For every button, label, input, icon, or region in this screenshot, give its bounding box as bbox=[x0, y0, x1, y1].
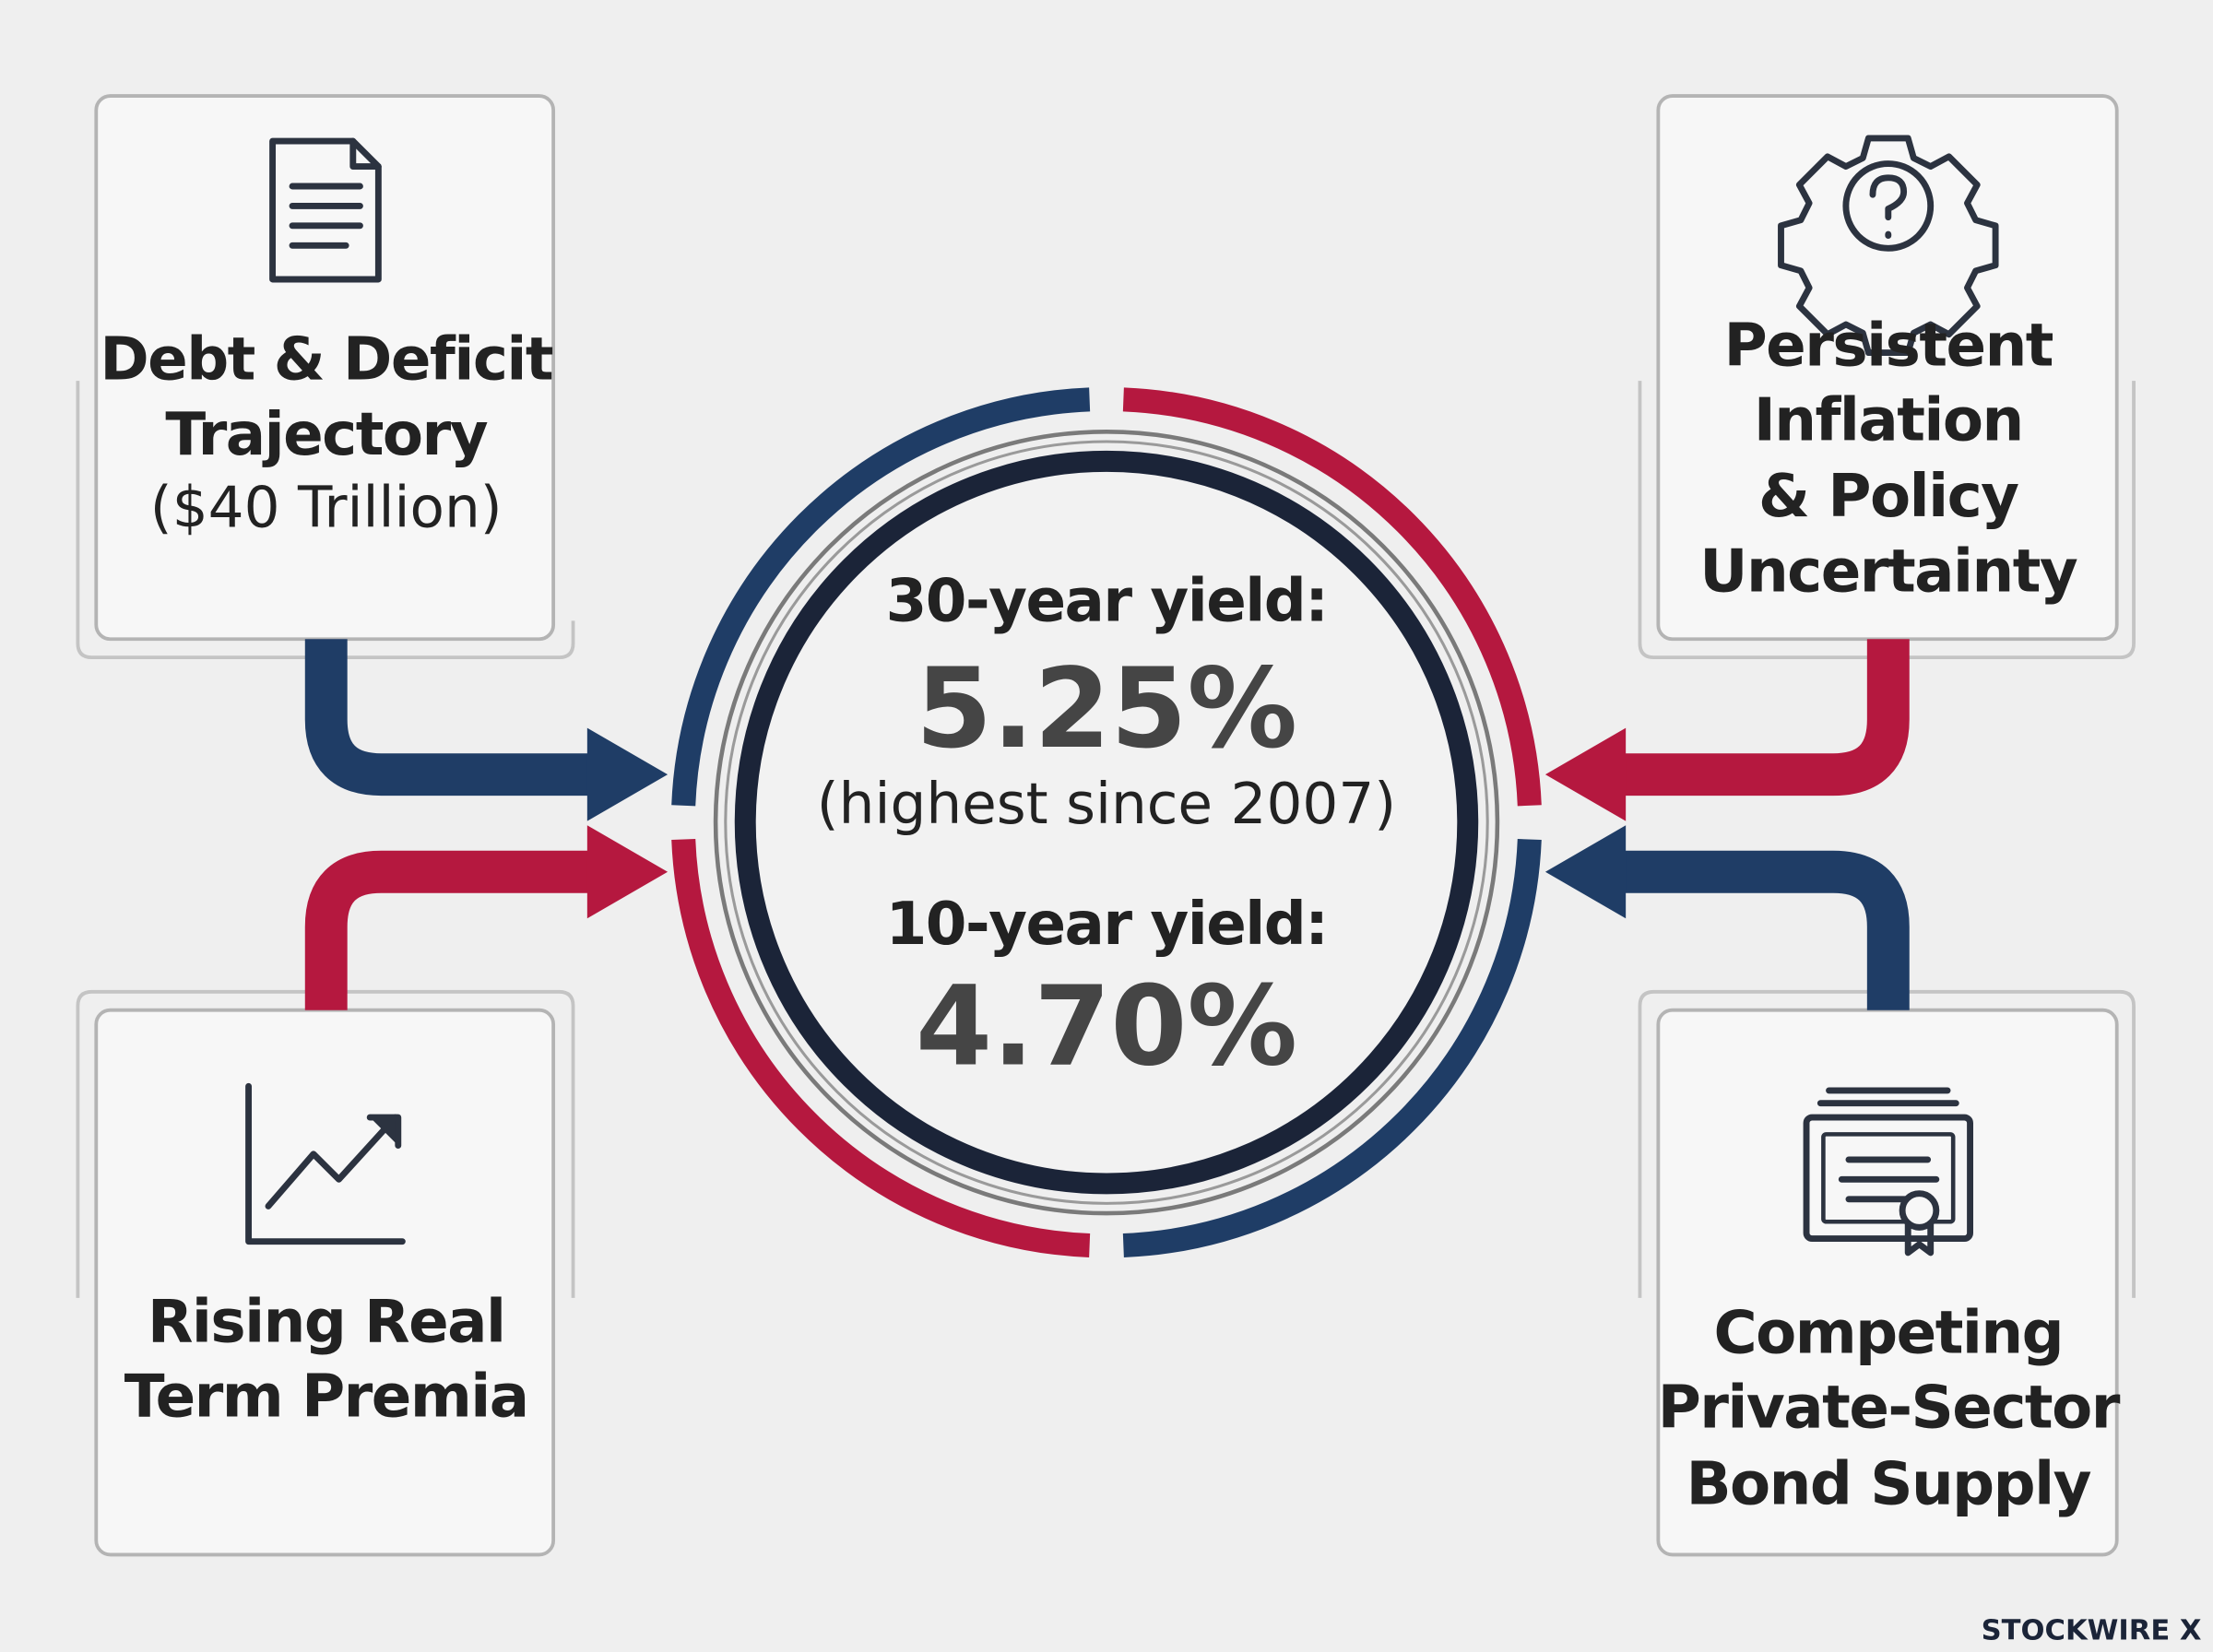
node-label: Rising Real bbox=[148, 1287, 505, 1356]
connector bbox=[1613, 850, 1910, 1010]
center-value: 5.25% bbox=[916, 645, 1297, 773]
ring-arc bbox=[671, 387, 1091, 807]
node-label: Competing bbox=[1713, 1299, 2063, 1368]
ring-arc bbox=[671, 839, 1091, 1257]
ring-line bbox=[724, 440, 1489, 1205]
node-label: Term Premia bbox=[124, 1363, 528, 1432]
inner-ring bbox=[734, 450, 1479, 1195]
arrowhead bbox=[586, 825, 669, 919]
node-note: ($40 Trillion) bbox=[150, 475, 503, 540]
node-label: Inflation bbox=[1754, 386, 2023, 455]
connectors bbox=[304, 639, 1910, 1010]
connector bbox=[304, 639, 600, 796]
icon-gear bbox=[1778, 135, 1999, 357]
arrowhead bbox=[1544, 825, 1627, 919]
node-label: Uncertainty bbox=[1699, 537, 2077, 606]
node-label: Bond Supply bbox=[1686, 1449, 2091, 1518]
arrowhead bbox=[1544, 727, 1627, 821]
center-value: 4.70% bbox=[916, 963, 1297, 1092]
node-label: & Policy bbox=[1758, 462, 2018, 531]
node-label: Private-Sector bbox=[1658, 1374, 2121, 1443]
node-label: Persistent bbox=[1724, 311, 2053, 380]
center-label: 30-year yield: bbox=[886, 566, 1328, 635]
icon-document bbox=[269, 137, 382, 283]
brand: STOCKWIRE X bbox=[1982, 1615, 2202, 1647]
arrowhead bbox=[586, 727, 669, 821]
node-label: Debt & Deficit bbox=[100, 325, 553, 395]
ring-arc bbox=[1122, 839, 1542, 1257]
ring-arc bbox=[1122, 387, 1542, 807]
icon-chart bbox=[245, 1082, 406, 1245]
connector bbox=[1613, 639, 1910, 796]
center-note: (highest since 2007) bbox=[817, 772, 1396, 837]
connector bbox=[304, 850, 600, 1010]
box-premia bbox=[94, 1008, 556, 1557]
node-label: Trajectory bbox=[165, 400, 487, 469]
outer-ring bbox=[671, 387, 1542, 1257]
center-label: 10-year yield: bbox=[886, 890, 1328, 959]
ring-line bbox=[713, 429, 1500, 1216]
icon-certificate bbox=[1803, 1087, 1973, 1257]
